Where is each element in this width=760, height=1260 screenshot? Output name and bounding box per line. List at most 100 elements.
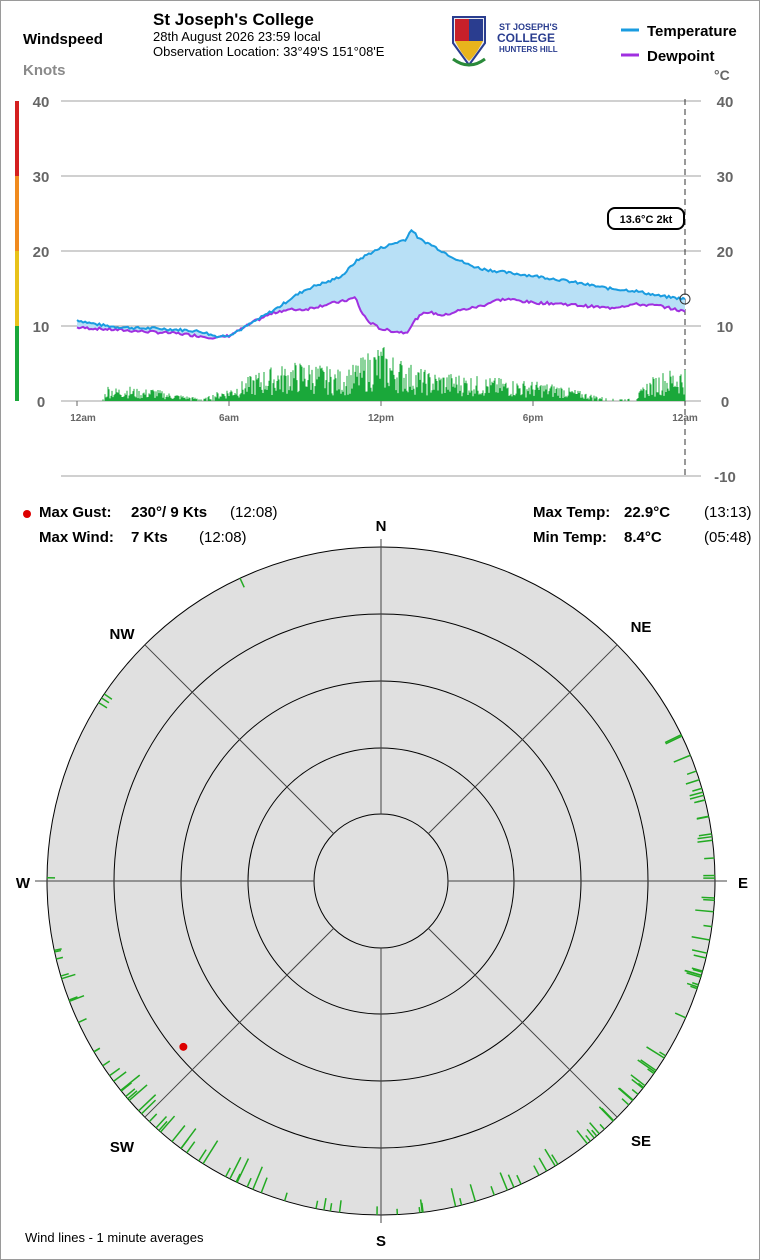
min-temp-time: (05:48) — [704, 529, 752, 546]
max-wind-value: 7 Kts — [131, 529, 168, 546]
wind-line — [673, 754, 691, 763]
wind-line — [691, 936, 710, 941]
wind-line — [516, 1174, 522, 1185]
wind-line — [109, 1067, 121, 1077]
wind-line — [101, 697, 110, 704]
wind-line — [180, 1128, 197, 1149]
wind-line — [704, 857, 715, 860]
wind-line — [499, 1172, 509, 1191]
wind-line — [235, 1173, 241, 1183]
left-tick-label: 10 — [33, 319, 50, 336]
wind-line — [640, 1059, 657, 1072]
wind-line — [576, 1130, 588, 1145]
x-tick-label: 12am — [70, 413, 96, 424]
celsius-unit-label: °C — [714, 67, 730, 83]
wind-line — [171, 1125, 186, 1143]
wind-line — [692, 787, 703, 792]
wind-line — [631, 1088, 639, 1095]
wind-line — [703, 898, 715, 901]
left-tick-label: 0 — [37, 394, 45, 411]
wind-line — [138, 1094, 157, 1112]
wind-line — [697, 835, 713, 840]
rose-label-s: S — [376, 1233, 386, 1250]
max-gust-marker — [179, 1042, 188, 1051]
rose-label-ne: NE — [631, 619, 652, 636]
wind-line — [158, 1120, 168, 1131]
wind-line — [490, 1185, 495, 1196]
max-gust-time: (12:08) — [230, 504, 278, 521]
current-readout-box — [607, 207, 685, 230]
right-tick-label: 20 — [717, 244, 734, 261]
location-line: Observation Location: 33°49'S 151°08'E — [153, 44, 385, 59]
wind-line — [696, 815, 709, 820]
wind-line — [665, 735, 683, 745]
wind-line — [691, 949, 708, 954]
wind-line — [69, 994, 85, 1003]
wind-line — [690, 985, 698, 990]
wind-line — [239, 577, 245, 588]
wind-line — [54, 949, 62, 953]
max-temp-time: (13:13) — [704, 504, 752, 521]
wind-line — [599, 1123, 605, 1130]
wind-line — [686, 770, 697, 775]
wind-line — [56, 956, 64, 960]
wind-line — [61, 973, 76, 980]
time-series-chart: 0 10 20 30 40 -10 0 10 20 30 40 12am 6am 12pm 6pm 12am 1… — [15, 94, 736, 486]
wind-line — [283, 1192, 288, 1202]
wind-line — [538, 1157, 548, 1172]
wind-line — [160, 1115, 176, 1133]
dewpoint-line — [76, 296, 686, 340]
wind-line — [120, 1082, 132, 1092]
max-gust-marker-icon — [23, 510, 31, 518]
x-tick-label: 6am — [219, 413, 239, 424]
wind-line — [533, 1165, 540, 1176]
x-tick-label: 12am — [672, 413, 698, 424]
wind-line — [93, 1047, 101, 1053]
wind-line — [224, 1167, 231, 1178]
wind-line — [128, 1084, 148, 1102]
max-wind-time: (12:08) — [199, 529, 247, 546]
temperature-line — [76, 228, 686, 339]
left-tick-label: 30 — [33, 169, 50, 186]
x-tick-label: 6pm — [523, 413, 544, 424]
wind-line — [692, 982, 699, 986]
wind-line — [125, 1088, 136, 1098]
wind-line — [631, 1078, 644, 1089]
wind-line — [685, 779, 700, 785]
rose-label-w: W — [16, 875, 31, 892]
wind-line — [630, 1074, 646, 1087]
max-temp-value: 22.9°C — [624, 504, 671, 521]
wind-line — [686, 972, 702, 978]
wind-line — [544, 1148, 556, 1167]
wind-line — [695, 909, 714, 913]
wind-line — [155, 1116, 168, 1129]
wind-line — [701, 896, 715, 899]
rose-label-se: SE — [631, 1133, 651, 1150]
rose-label-e: E — [738, 875, 748, 892]
wind-line — [459, 1198, 463, 1206]
max-gust-value: 230°/ 9 Kts — [131, 504, 208, 521]
wind-line — [419, 1199, 423, 1213]
wind-rose: N NE E SE S SW W NW — [16, 518, 748, 1250]
svg-text:ST JOSEPH'S: ST JOSEPH'S — [499, 22, 558, 32]
wind-line — [450, 1188, 457, 1207]
left-tick-label: 40 — [33, 94, 50, 111]
wind-line — [589, 1122, 600, 1135]
wind-line — [591, 1129, 598, 1137]
min-temp-value: 8.4°C — [624, 529, 662, 546]
wind-line — [551, 1154, 559, 1165]
current-value-marker — [679, 293, 691, 305]
right-tick-label: 10 — [717, 319, 734, 336]
right-tick-label: -10 — [714, 469, 736, 486]
svg-text:COLLEGE: COLLEGE — [497, 31, 555, 45]
legend-temperature-label: Temperature — [647, 23, 737, 40]
windspeed-band-2 — [15, 176, 19, 251]
rose-label-n: N — [376, 518, 387, 535]
wind-line — [246, 1177, 252, 1188]
wind-line — [647, 1068, 655, 1075]
wind-line — [601, 1107, 615, 1122]
wind-line — [260, 1177, 268, 1194]
wind-line — [127, 1090, 138, 1100]
wind-line — [329, 1203, 333, 1212]
